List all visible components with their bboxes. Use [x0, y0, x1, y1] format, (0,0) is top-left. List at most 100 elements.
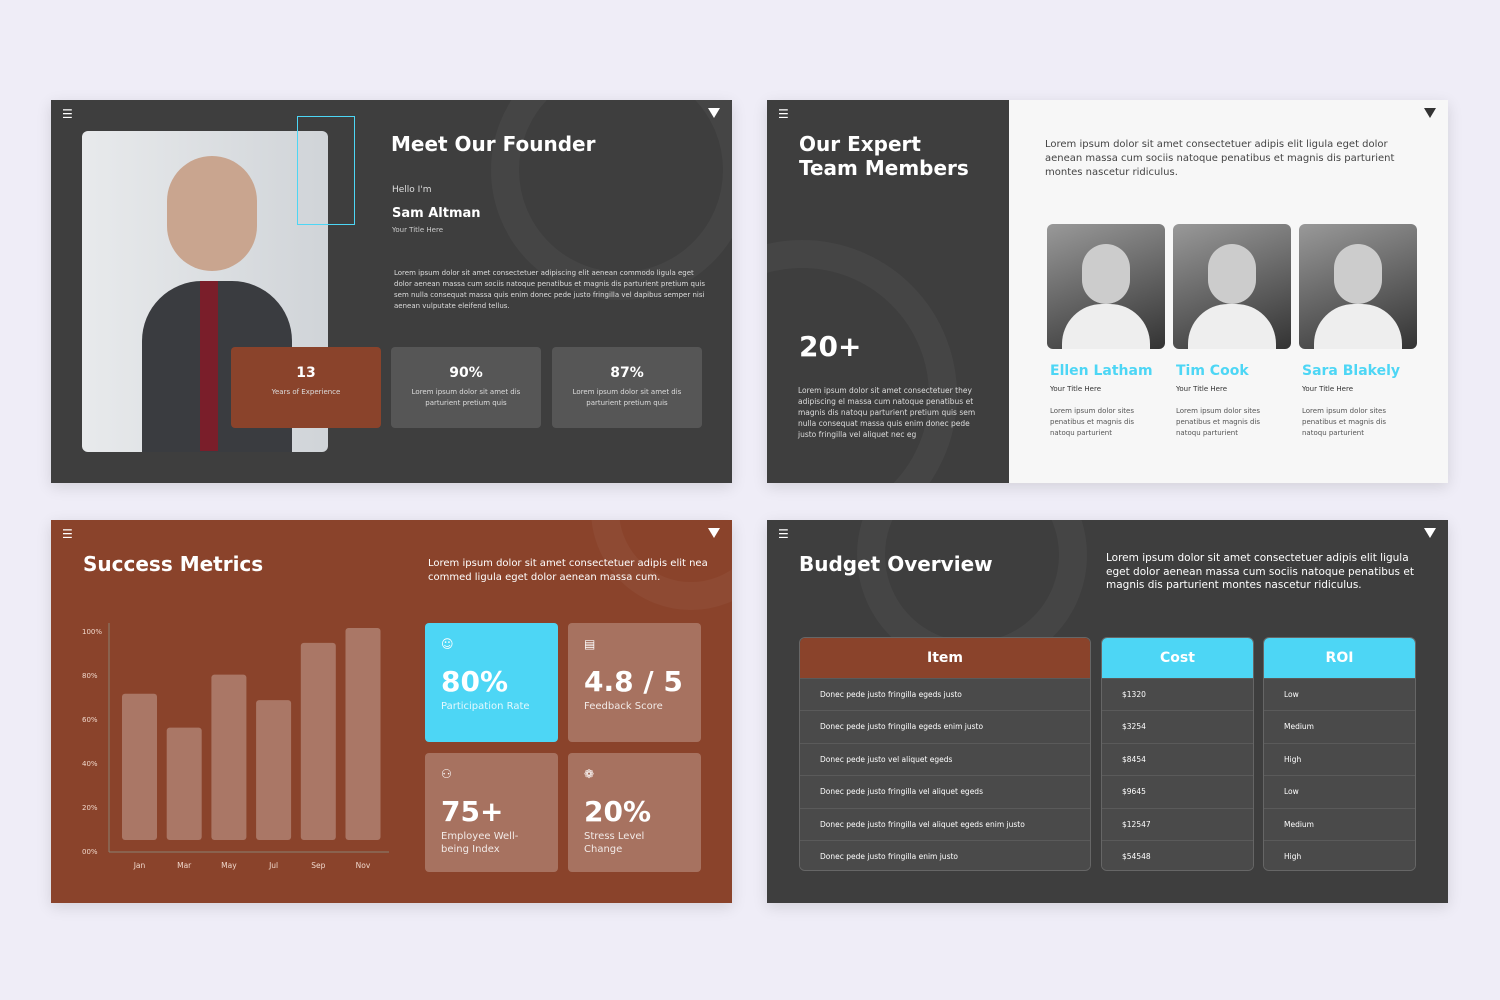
table-cell: High	[1264, 839, 1415, 870]
y-tick-label: 80%	[82, 672, 98, 680]
team-count: 20+	[799, 330, 862, 363]
table-cell: High	[1264, 742, 1415, 776]
metric-value: 80%	[441, 665, 509, 698]
table-cell: $3254	[1102, 710, 1253, 743]
table-cell: Donec pede justo vel aliquet egeds	[800, 742, 1090, 776]
table-header: ROI	[1264, 638, 1415, 678]
metric-value: 75+	[441, 795, 504, 828]
metric-label: Stress Level Change	[584, 831, 645, 855]
table-cell: Donec pede justo fringilla egeds enim ju…	[800, 710, 1090, 743]
table-cell: $54548	[1102, 839, 1253, 870]
table-header: Item	[800, 638, 1090, 678]
table-cell: Donec pede justo fringilla vel aliquet e…	[800, 807, 1090, 840]
bar-Nov	[345, 628, 381, 840]
stat-card: 87% Lorem ipsum dolor sit amet dis partur…	[552, 347, 702, 428]
table-column: Item Donec pede justo fringilla egeds jus…	[799, 637, 1091, 871]
bar-Mar	[166, 727, 202, 840]
slide-title: Our Expert	[799, 132, 921, 156]
metric-tile: ☺ 80% Participation Rate	[425, 623, 558, 742]
team-body: Lorem ipsum dolor sit amet consectetuer …	[798, 386, 976, 439]
slide-title: Budget Overview	[799, 552, 993, 576]
slide-title: Meet Our Founder	[391, 132, 596, 156]
member-desc: Lorem ipsum dolor sites penatibus et mag…	[1302, 407, 1387, 437]
presentation-icon: ▤	[584, 637, 596, 651]
founder-name: Sam Altman	[392, 206, 481, 221]
bar-chart: 00% 20% 40% 60% 80% 100% Jan Mar May Jul Sep Nov	[82, 623, 389, 870]
y-tick-label: 20%	[82, 804, 98, 812]
founder-bio: Lorem ipsum dolor sit amet consectetuer …	[394, 269, 706, 310]
menu-icon[interactable]: ☰	[778, 527, 789, 541]
dropdown-icon[interactable]	[1424, 108, 1436, 118]
slide-budget: ☰ Budget Overview Lorem ipsum dolor sit …	[767, 520, 1448, 903]
x-tick-label: Nov	[356, 861, 371, 870]
member-role: Your Title Here	[1050, 385, 1101, 393]
head-icon: ☺	[441, 637, 454, 651]
table-cell: Low	[1264, 775, 1415, 808]
y-tick-label: 00%	[82, 848, 98, 856]
menu-icon[interactable]: ☰	[62, 527, 73, 541]
slide-title: Success Metrics	[83, 552, 264, 576]
table-cell: Medium	[1264, 710, 1415, 743]
metric-tile: ▤ 4.8 / 5 Feedback Score	[568, 623, 701, 742]
table-cell: Low	[1264, 678, 1415, 711]
x-tick-label: Sep	[311, 861, 325, 870]
table-cell: Donec pede justo fringilla vel aliquet e…	[800, 775, 1090, 808]
metric-tile: ⚇ 75+ Employee Well-being Index	[425, 753, 558, 872]
member-name: Tim Cook	[1176, 363, 1249, 379]
table-cell: $12547	[1102, 807, 1253, 840]
accent-frame	[297, 116, 355, 225]
table-column: ROI Low Medium High Low Medium High	[1263, 637, 1416, 871]
menu-icon[interactable]: ☰	[778, 107, 789, 121]
slide-metrics: ☰ Success Metrics Lorem ipsum dolor sit …	[51, 520, 732, 903]
metric-label: Participation Rate	[441, 701, 530, 712]
y-tick-label: 100%	[82, 628, 102, 636]
member-photo	[1299, 224, 1417, 349]
member-photo	[1047, 224, 1165, 349]
table-cell: Donec pede justo fringilla enim justo	[800, 839, 1090, 870]
greeting: Hello I'm	[392, 185, 432, 195]
member-role: Your Title Here	[1302, 385, 1353, 393]
stat-card: 13 Years of Experience	[231, 347, 381, 428]
team-icon: ⚇	[441, 767, 452, 781]
metric-tile: ❁ 20% Stress Level Change	[568, 753, 701, 872]
team-intro: Lorem ipsum dolor sit amet consectetuer …	[1045, 139, 1395, 178]
table-header: Cost	[1102, 638, 1253, 678]
member-role: Your Title Here	[1176, 385, 1227, 393]
member-name: Sara Blakely	[1302, 363, 1401, 379]
table-cell: $9645	[1102, 775, 1253, 808]
menu-icon[interactable]: ☰	[62, 107, 73, 121]
founder-role: Your Title Here	[392, 226, 443, 234]
y-tick-label: 60%	[82, 716, 98, 724]
dropdown-icon[interactable]	[1424, 528, 1436, 538]
metric-label: Employee Well-being Index	[441, 831, 519, 855]
slide-title-line2: Team Members	[799, 156, 969, 180]
metric-value: 4.8 / 5	[584, 665, 683, 698]
table-cell: Medium	[1264, 807, 1415, 840]
table-cell: $1320	[1102, 678, 1253, 711]
slide-founder: ☰ Meet Our Founder Hello I'm Sam Altman …	[51, 100, 732, 483]
x-tick-label: Jul	[268, 861, 278, 870]
member-name: Ellen Latham	[1050, 363, 1153, 379]
table-cell: Donec pede justo fringilla egeds justo	[800, 678, 1090, 711]
bar-Sep	[300, 642, 336, 840]
x-tick-label: May	[221, 861, 237, 870]
budget-intro: Lorem ipsum dolor sit amet consectetuer …	[1106, 552, 1414, 591]
metric-value: 20%	[584, 795, 652, 828]
x-tick-label: Mar	[177, 861, 192, 870]
bar-Jan	[122, 693, 157, 840]
table-column: Cost $1320 $3254 $8454 $9645 $12547 $54548	[1101, 637, 1254, 871]
metrics-intro: Lorem ipsum dolor sit amet consectetuer …	[428, 558, 708, 583]
member-photo	[1173, 224, 1291, 349]
metric-label: Feedback Score	[584, 701, 663, 712]
dropdown-icon[interactable]	[708, 108, 720, 118]
dropdown-icon[interactable]	[708, 528, 720, 538]
y-tick-label: 40%	[82, 760, 98, 768]
slide-team: ☰ Our Expert Team Members 20+ Lorem ipsum…	[767, 100, 1448, 483]
bar-May	[211, 674, 247, 840]
member-desc: Lorem ipsum dolor sites penatibus et mag…	[1050, 407, 1135, 437]
stat-card: 90% Lorem ipsum dolor sit amet dis partur…	[391, 347, 541, 428]
table-cell: $8454	[1102, 742, 1253, 776]
bar-Jul	[256, 700, 292, 840]
member-desc: Lorem ipsum dolor sites penatibus et mag…	[1176, 407, 1261, 437]
x-tick-label: Jan	[133, 861, 146, 870]
